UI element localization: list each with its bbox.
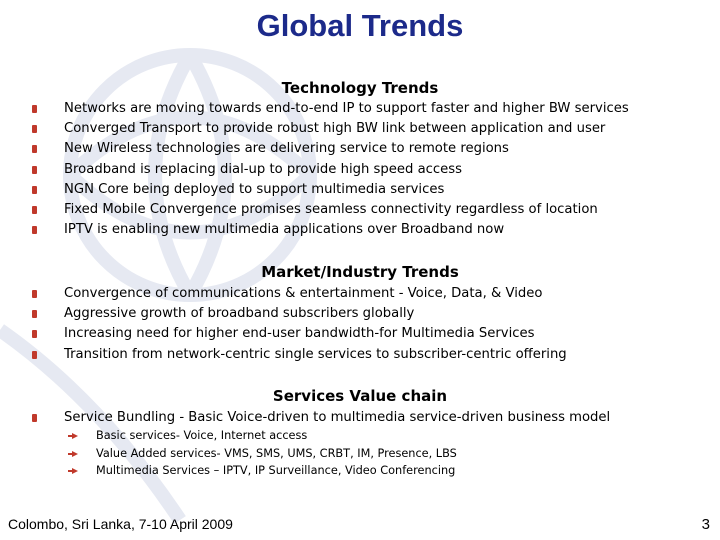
square-bullet-icon: [32, 125, 37, 134]
arrow-bullet-icon: [68, 433, 78, 439]
list-item: Fixed Mobile Convergence promises seamle…: [30, 200, 629, 220]
list-item: Convergence of communications & entertai…: [30, 284, 567, 304]
list-item: NGN Core being deployed to support multi…: [30, 180, 629, 200]
square-bullet-icon: [32, 105, 37, 113]
services-list: Service Bundling - Basic Voice-driven to…: [30, 408, 610, 428]
list-item: New Wireless technologies are delivering…: [30, 139, 629, 159]
list-item: Transition from network-centric single s…: [30, 345, 567, 365]
section-heading-technology: Technology Trends: [281, 79, 439, 97]
square-bullet-icon: [32, 205, 37, 214]
section-heading-services: Services Value chain: [272, 387, 448, 405]
square-bullet-icon: [32, 414, 37, 422]
sub-list-item: Value Added services- VMS, SMS, UMS, CRB…: [68, 445, 457, 463]
list-item: Networks are moving towards end-to-end I…: [30, 99, 629, 119]
list-item: IPTV is enabling new multimedia applicat…: [30, 220, 629, 240]
square-bullet-icon: [32, 145, 37, 154]
footer-location-date: Colombo, Sri Lanka, 7-10 April 2009: [8, 516, 233, 532]
page-number: 3: [701, 516, 710, 533]
arrow-bullet-icon: [68, 468, 78, 474]
page-title: Global Trends: [256, 8, 464, 43]
square-bullet-icon: [32, 226, 37, 235]
square-bullet-icon: [32, 290, 37, 298]
sub-list-item: Multimedia Services – IPTV, IP Surveilla…: [68, 462, 457, 480]
square-bullet-icon: [32, 165, 37, 174]
list-item: Converged Transport to provide robust hi…: [30, 119, 629, 139]
list-item: Aggressive growth of broadband subscribe…: [30, 304, 567, 324]
square-bullet-icon: [32, 185, 37, 194]
services-sublist: Basic services- Voice, Internet access V…: [68, 427, 457, 480]
square-bullet-icon: [32, 330, 37, 339]
technology-trends-list: Networks are moving towards end-to-end I…: [30, 99, 629, 240]
section-heading-market: Market/Industry Trends: [261, 263, 459, 281]
list-item: Service Bundling - Basic Voice-driven to…: [30, 408, 610, 428]
square-bullet-icon: [32, 310, 37, 319]
market-trends-list: Convergence of communications & entertai…: [30, 284, 567, 365]
list-item: Broadband is replacing dial-up to provid…: [30, 160, 629, 180]
arrow-bullet-icon: [68, 450, 78, 457]
list-item: Increasing need for higher end-user band…: [30, 324, 567, 344]
square-bullet-icon: [32, 350, 37, 359]
sub-list-item: Basic services- Voice, Internet access: [68, 427, 457, 445]
